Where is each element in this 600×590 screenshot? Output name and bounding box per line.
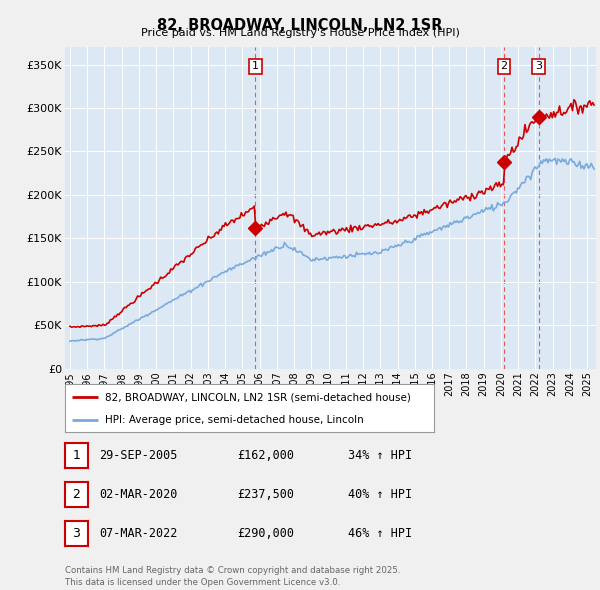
Text: Price paid vs. HM Land Registry's House Price Index (HPI): Price paid vs. HM Land Registry's House … [140, 28, 460, 38]
Text: Contains HM Land Registry data © Crown copyright and database right 2025.
This d: Contains HM Land Registry data © Crown c… [65, 566, 400, 587]
Text: 29-SEP-2005: 29-SEP-2005 [99, 449, 178, 462]
Text: £162,000: £162,000 [237, 449, 294, 462]
Text: 07-MAR-2022: 07-MAR-2022 [99, 527, 178, 540]
Text: 3: 3 [535, 61, 542, 71]
Text: £290,000: £290,000 [237, 527, 294, 540]
Text: 40% ↑ HPI: 40% ↑ HPI [348, 488, 412, 501]
Text: 02-MAR-2020: 02-MAR-2020 [99, 488, 178, 501]
Text: 1: 1 [252, 61, 259, 71]
Text: 3: 3 [72, 527, 80, 540]
Text: HPI: Average price, semi-detached house, Lincoln: HPI: Average price, semi-detached house,… [106, 415, 364, 425]
Text: £237,500: £237,500 [237, 488, 294, 501]
Text: 34% ↑ HPI: 34% ↑ HPI [348, 449, 412, 462]
Text: 82, BROADWAY, LINCOLN, LN2 1SR: 82, BROADWAY, LINCOLN, LN2 1SR [157, 18, 443, 32]
Text: 1: 1 [72, 449, 80, 462]
Text: 46% ↑ HPI: 46% ↑ HPI [348, 527, 412, 540]
Text: 2: 2 [500, 61, 508, 71]
Text: 2: 2 [72, 488, 80, 501]
Text: 82, BROADWAY, LINCOLN, LN2 1SR (semi-detached house): 82, BROADWAY, LINCOLN, LN2 1SR (semi-det… [106, 392, 411, 402]
